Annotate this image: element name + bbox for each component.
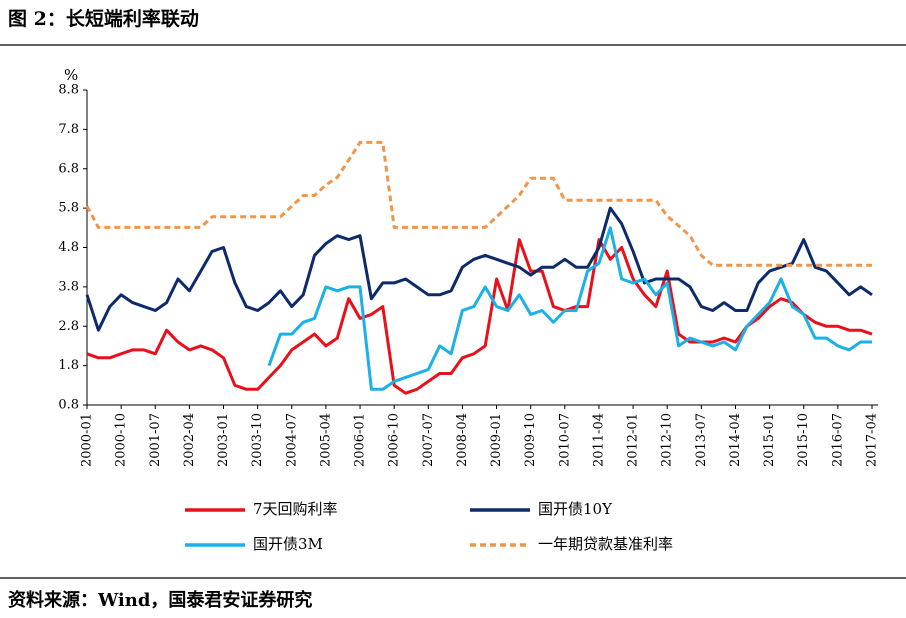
- x-tick-label: 2014-04: [728, 413, 743, 467]
- x-tick-label: 2004-07: [284, 413, 299, 467]
- x-tick-label: 2003-10: [250, 413, 265, 467]
- series-line: [267, 226, 872, 391]
- x-tick-label: 2017-04: [865, 413, 880, 467]
- y-unit: %: [64, 66, 78, 84]
- x-tick-label: 2011-04: [591, 413, 606, 467]
- x-tick-label: 2000-01: [80, 413, 95, 467]
- x-tick-label: 2012-10: [660, 413, 675, 467]
- x-tick-label: 2010-07: [557, 413, 572, 467]
- legend-label: 一年期贷款基准利率: [538, 535, 673, 553]
- legend-label: 国开债10Y: [538, 500, 613, 518]
- x-tick-label: 2003-01: [216, 413, 231, 467]
- series-line: [85, 140, 872, 267]
- x-tick-label: 2005-04: [318, 413, 333, 467]
- x-tick-label: 2015-01: [762, 413, 777, 467]
- x-tick-label: 2000-10: [114, 413, 129, 467]
- x-tick-label: 2009-01: [489, 413, 504, 467]
- x-tick-label: 2008-04: [455, 413, 470, 467]
- series-line: [86, 238, 873, 395]
- series-line: [85, 206, 873, 332]
- y-tick-label: 4.8: [58, 240, 79, 255]
- x-tick-label: 2006-10: [387, 413, 402, 467]
- x-tick-label: 2002-04: [182, 413, 197, 467]
- x-tick-label: 2015-10: [796, 413, 811, 467]
- x-tick-label: 2001-07: [148, 413, 163, 467]
- source: 资料来源：Wind，国泰君安证券研究: [8, 589, 312, 611]
- chart-title: 图 2：长短端利率联动: [8, 7, 199, 30]
- y-tick-label: 5.8: [58, 201, 79, 216]
- x-tick-label: 2009-10: [523, 413, 538, 467]
- x-tick-label: 2007-07: [421, 413, 436, 467]
- y-tick-label: 1.8: [58, 358, 79, 373]
- x-tick-label: 2006-01: [353, 413, 368, 467]
- y-tick-label: 3.8: [58, 279, 79, 294]
- y-tick-label: 6.8: [58, 161, 79, 176]
- y-tick-label: 0.8: [58, 398, 79, 413]
- y-tick-label: 8.8: [58, 83, 79, 98]
- legend-label: 7天回购利率: [253, 500, 338, 518]
- x-tick-label: 2016-07: [830, 413, 845, 467]
- x-tick-label: 2012-01: [626, 413, 641, 467]
- x-tick-label: 2013-07: [694, 413, 709, 467]
- y-tick-label: 7.8: [58, 122, 79, 137]
- legend-label: 国开债3M: [253, 535, 323, 553]
- y-tick-label: 2.8: [58, 319, 79, 334]
